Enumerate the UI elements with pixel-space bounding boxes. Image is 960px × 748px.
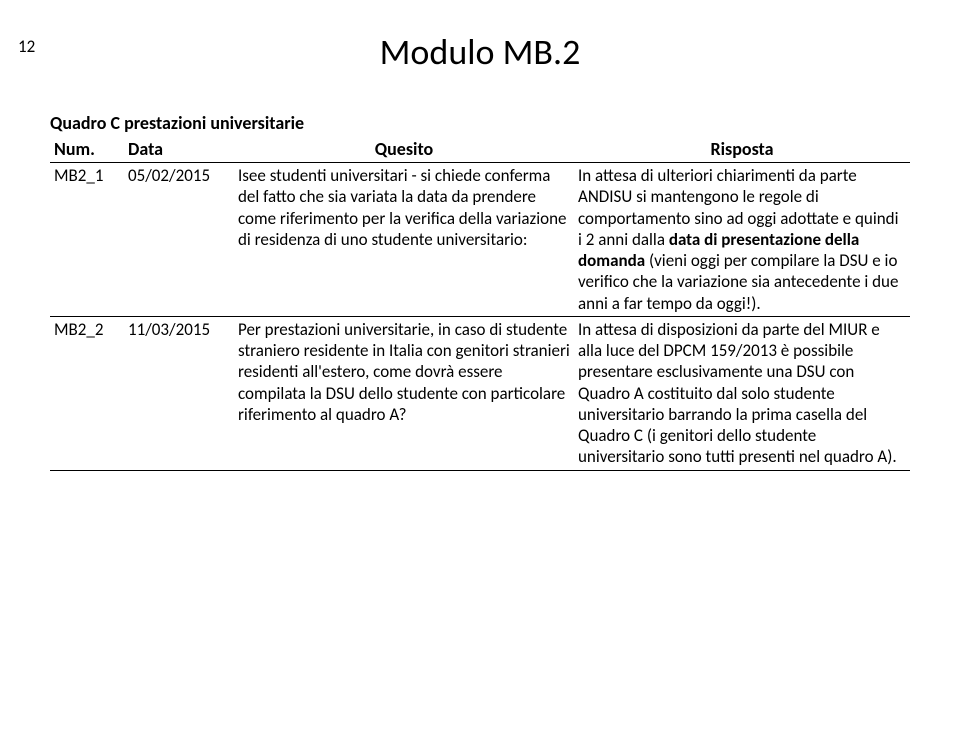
col-header-num: Num. — [50, 136, 124, 163]
table-header-row: Num. Data Quesito Risposta — [50, 136, 910, 163]
col-header-quesito: Quesito — [234, 136, 574, 163]
col-header-data: Data — [124, 136, 234, 163]
cell-risposta: In attesa di ulteriori chiarimenti da pa… — [574, 163, 910, 317]
cell-quesito: Per prestazioni universitarie, in caso d… — [234, 316, 574, 470]
table-row: MB2_1 05/02/2015 Isee studenti universit… — [50, 163, 910, 317]
page-number: 12 — [18, 36, 35, 57]
cell-num: MB2_2 — [50, 316, 124, 470]
cell-data: 11/03/2015 — [124, 316, 234, 470]
faq-table: Num. Data Quesito Risposta MB2_1 05/02/2… — [50, 136, 910, 471]
section-subtitle: Quadro C prestazioni universitarie — [50, 112, 960, 134]
cell-data: 05/02/2015 — [124, 163, 234, 317]
cell-risposta: In attesa di disposizioni da parte del M… — [574, 316, 910, 470]
faq-table-wrap: Num. Data Quesito Risposta MB2_1 05/02/2… — [50, 136, 910, 471]
page-title: Modulo MB.2 — [0, 30, 960, 74]
col-header-risposta: Risposta — [574, 136, 910, 163]
page: 12 Modulo MB.2 Quadro C prestazioni univ… — [0, 30, 960, 748]
table-row: MB2_2 11/03/2015 Per prestazioni univers… — [50, 316, 910, 470]
cell-num: MB2_1 — [50, 163, 124, 317]
cell-quesito: Isee studenti universitari - si chiede c… — [234, 163, 574, 317]
